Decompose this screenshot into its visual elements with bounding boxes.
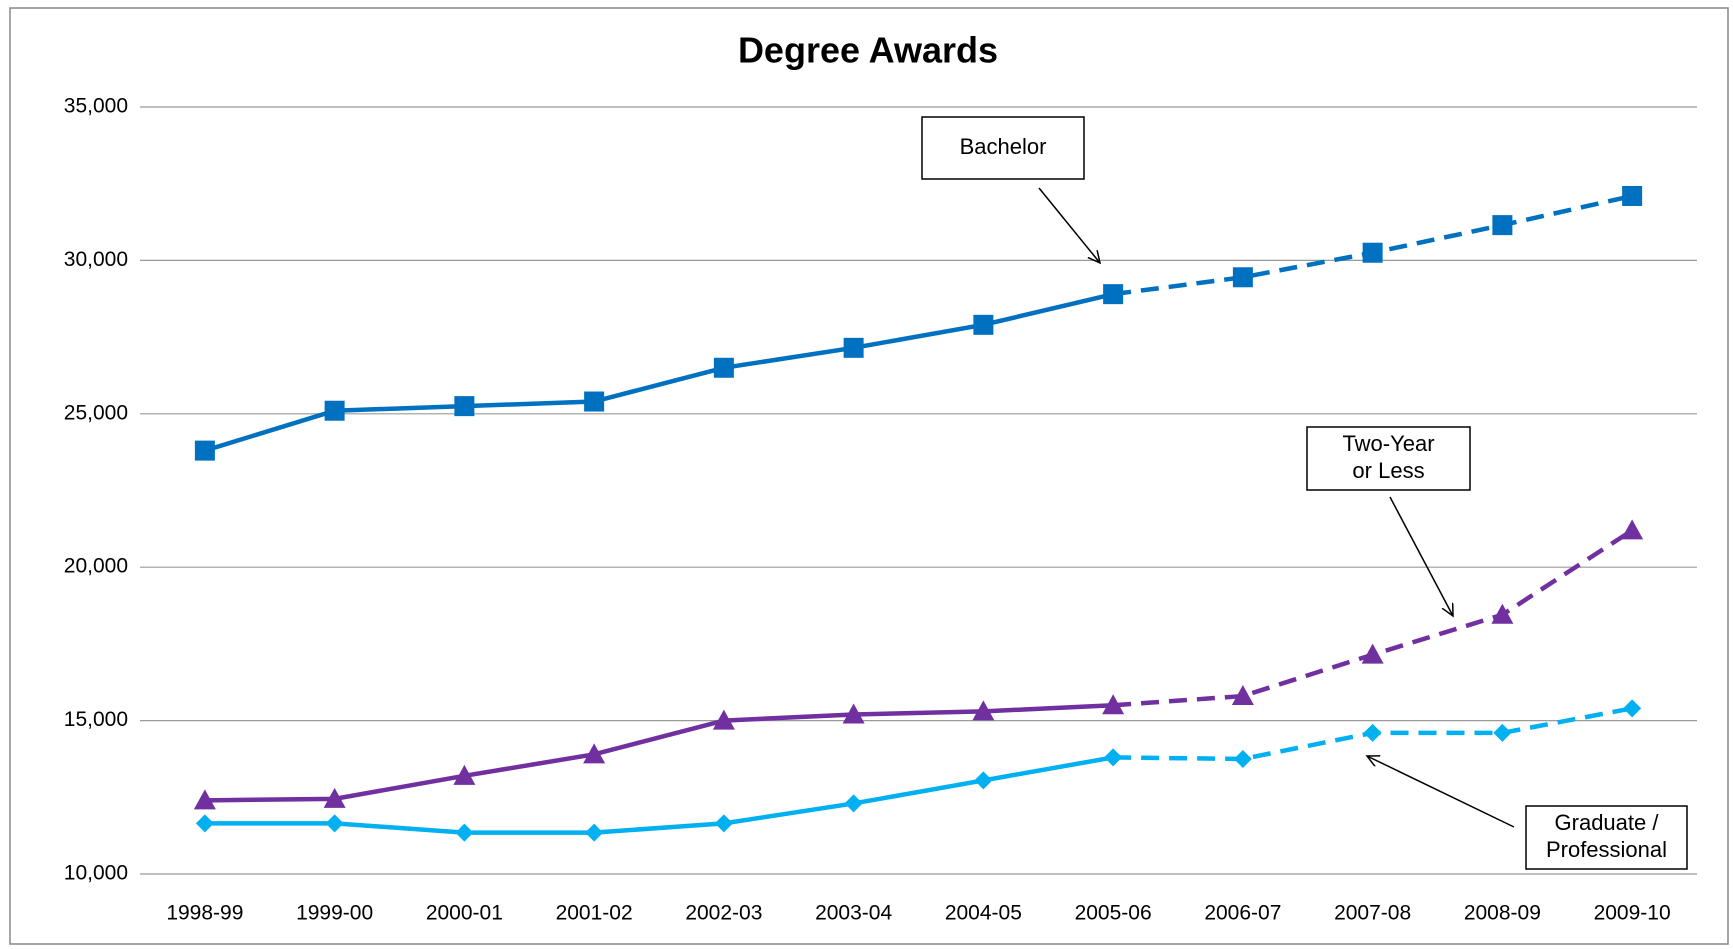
marker: [455, 823, 474, 842]
marker: [453, 764, 476, 785]
x-tick-label: 2000-01: [426, 902, 503, 925]
x-tick-label: 2006-07: [1204, 902, 1281, 925]
marker: [843, 337, 864, 358]
marker: [1102, 694, 1125, 715]
marker: [324, 400, 345, 421]
marker: [1103, 284, 1124, 305]
x-tick-label: 2008-09: [1464, 902, 1541, 925]
marker: [842, 703, 865, 724]
series-line: [204, 291, 1114, 453]
marker: [1363, 723, 1382, 742]
annotation-arrow: [1389, 496, 1453, 616]
annotation-text: Bachelor: [960, 134, 1047, 159]
y-tick-label: 15,000: [64, 708, 128, 731]
y-tick-label: 20,000: [64, 555, 128, 578]
y-tick-label: 25,000: [64, 401, 128, 424]
marker: [1361, 643, 1384, 664]
x-tick-label: 2002-03: [685, 902, 762, 925]
marker: [195, 814, 214, 833]
marker: [1231, 685, 1254, 706]
annotation-text: or Less: [1352, 458, 1424, 483]
y-tick-label: 10,000: [64, 862, 128, 885]
marker: [1104, 748, 1123, 767]
marker: [714, 814, 733, 833]
annotation-arrow: [1367, 756, 1515, 828]
annotation-box: [921, 116, 1085, 180]
marker: [585, 823, 604, 842]
annotation-box: [1525, 805, 1688, 870]
annotation-text: Professional: [1546, 837, 1667, 862]
marker: [1492, 215, 1513, 236]
x-tick-label: 2009-10: [1594, 902, 1671, 925]
series-line: [204, 703, 1114, 803]
marker: [1621, 519, 1644, 540]
marker: [712, 709, 735, 730]
y-tick-label: 30,000: [64, 248, 128, 271]
annotation-text: Graduate /: [1555, 810, 1660, 835]
x-tick-label: 1998-99: [166, 902, 243, 925]
series-line: [204, 755, 1114, 835]
marker: [972, 700, 995, 721]
marker: [713, 357, 734, 378]
marker: [1232, 267, 1253, 288]
x-tick-label: 1999-00: [296, 902, 373, 925]
annotation-text: Two-Year: [1342, 431, 1434, 456]
x-tick-label: 2005-06: [1075, 902, 1152, 925]
x-tick-label: 2004-05: [945, 902, 1022, 925]
marker: [454, 396, 475, 417]
marker: [193, 789, 216, 810]
chart-title: Degree Awards: [738, 30, 998, 71]
marker: [973, 314, 994, 335]
marker: [1493, 723, 1512, 742]
marker: [1622, 185, 1643, 206]
marker: [1623, 699, 1642, 718]
annotation-box: [1306, 426, 1471, 491]
x-tick-label: 2007-08: [1334, 902, 1411, 925]
marker: [844, 794, 863, 813]
marker: [974, 771, 993, 790]
marker: [194, 440, 215, 461]
marker: [584, 391, 605, 412]
marker: [325, 814, 344, 833]
annotation-arrow: [1038, 187, 1100, 263]
y-tick-label: 35,000: [64, 95, 128, 118]
marker: [583, 743, 606, 764]
marker: [1233, 749, 1252, 768]
marker: [323, 787, 346, 808]
x-tick-label: 2001-02: [556, 902, 633, 925]
marker: [1491, 603, 1514, 624]
marker: [1362, 242, 1383, 263]
x-tick-label: 2003-04: [815, 902, 892, 925]
